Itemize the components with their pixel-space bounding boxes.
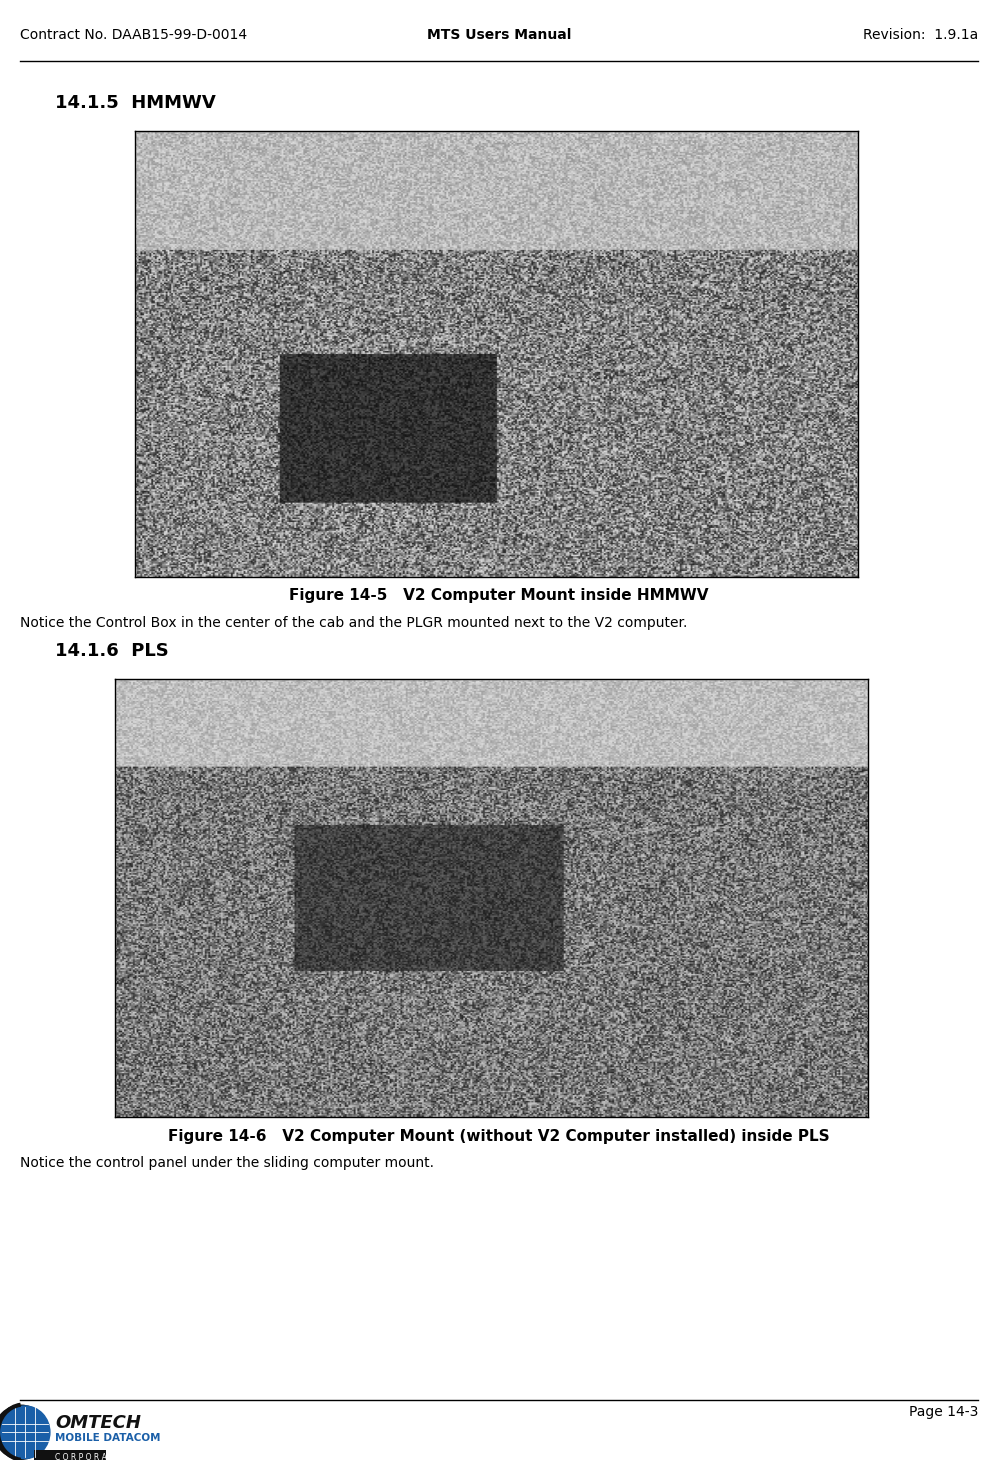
Text: OMTECH: OMTECH — [55, 1415, 141, 1432]
Text: Notice the control panel under the sliding computer mount.: Notice the control panel under the slidi… — [20, 1156, 434, 1171]
Bar — [34, 1450, 106, 1460]
Ellipse shape — [0, 1406, 50, 1459]
Text: Page 14-3: Page 14-3 — [908, 1405, 978, 1419]
Text: Figure 14-5   V2 Computer Mount inside HMMWV: Figure 14-5 V2 Computer Mount inside HMM… — [289, 588, 709, 603]
Text: Revision:  1.9.1a: Revision: 1.9.1a — [863, 28, 978, 41]
Text: MTS Users Manual: MTS Users Manual — [427, 28, 571, 41]
Text: C O R P O R A T I O N: C O R P O R A T I O N — [55, 1453, 135, 1460]
Ellipse shape — [0, 1405, 49, 1460]
Text: Notice the Control Box in the center of the cab and the PLGR mounted next to the: Notice the Control Box in the center of … — [20, 616, 688, 631]
Text: Figure 14-6   V2 Computer Mount (without V2 Computer installed) inside PLS: Figure 14-6 V2 Computer Mount (without V… — [169, 1129, 829, 1143]
Text: 14.1.6  PLS: 14.1.6 PLS — [55, 642, 169, 660]
Text: MOBILE DATACOM: MOBILE DATACOM — [55, 1434, 161, 1442]
Text: 14.1.5  HMMWV: 14.1.5 HMMWV — [55, 95, 216, 112]
Text: Contract No. DAAB15-99-D-0014: Contract No. DAAB15-99-D-0014 — [20, 28, 248, 41]
